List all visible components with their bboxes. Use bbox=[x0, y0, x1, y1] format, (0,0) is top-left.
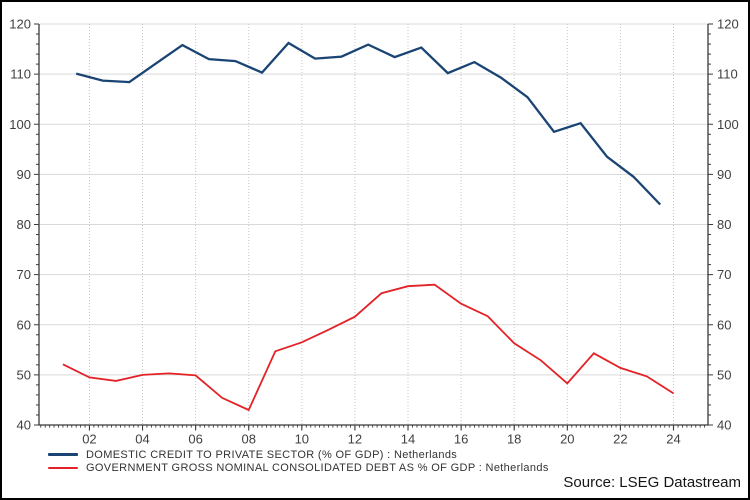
svg-text:04: 04 bbox=[135, 432, 149, 447]
source-note: Source: LSEG Datastream bbox=[563, 474, 741, 491]
svg-text:18: 18 bbox=[507, 432, 521, 447]
svg-text:100: 100 bbox=[717, 117, 739, 132]
svg-text:06: 06 bbox=[188, 432, 202, 447]
svg-text:14: 14 bbox=[401, 432, 415, 447]
svg-text:70: 70 bbox=[17, 267, 31, 282]
svg-text:16: 16 bbox=[454, 432, 468, 447]
svg-text:120: 120 bbox=[9, 17, 31, 32]
legend-item-government-debt: GOVERNMENT GROSS NOMINAL CONSOLIDATED DE… bbox=[48, 461, 549, 474]
svg-text:60: 60 bbox=[717, 317, 731, 332]
svg-text:120: 120 bbox=[717, 17, 739, 32]
svg-text:70: 70 bbox=[717, 267, 731, 282]
chart-legend: DOMESTIC CREDIT TO PRIVATE SECTOR (% OF … bbox=[48, 448, 549, 474]
legend-item-domestic-credit: DOMESTIC CREDIT TO PRIVATE SECTOR (% OF … bbox=[48, 448, 549, 461]
svg-text:20: 20 bbox=[560, 432, 574, 447]
axes bbox=[34, 23, 713, 431]
svg-text:40: 40 bbox=[717, 418, 731, 433]
gridlines bbox=[40, 23, 708, 425]
legend-label: GOVERNMENT GROSS NOMINAL CONSOLIDATED DE… bbox=[86, 461, 549, 474]
blue-line-swatch-icon bbox=[48, 453, 78, 456]
svg-text:60: 60 bbox=[17, 317, 31, 332]
svg-text:40: 40 bbox=[17, 418, 31, 433]
svg-text:110: 110 bbox=[717, 67, 738, 82]
svg-text:50: 50 bbox=[717, 367, 731, 382]
series-line-0 bbox=[75, 41, 662, 206]
svg-text:02: 02 bbox=[82, 432, 96, 447]
red-line-swatch-icon bbox=[48, 466, 78, 469]
axis-labels: 40 40 50 50 60 60 70 70 80 80 90 90 100 100 110 110 120 1… bbox=[9, 17, 738, 447]
svg-text:110: 110 bbox=[10, 67, 31, 82]
legend-label: DOMESTIC CREDIT TO PRIVATE SECTOR (% OF … bbox=[86, 448, 458, 461]
svg-text:80: 80 bbox=[717, 217, 731, 232]
svg-text:10: 10 bbox=[295, 432, 309, 447]
svg-text:24: 24 bbox=[666, 432, 680, 447]
svg-text:12: 12 bbox=[348, 432, 362, 447]
svg-text:80: 80 bbox=[17, 217, 31, 232]
series-line-1 bbox=[62, 283, 674, 412]
svg-text:08: 08 bbox=[241, 432, 255, 447]
svg-text:50: 50 bbox=[17, 367, 31, 382]
svg-text:90: 90 bbox=[17, 167, 31, 182]
svg-text:100: 100 bbox=[9, 117, 31, 132]
svg-text:90: 90 bbox=[717, 167, 731, 182]
svg-text:22: 22 bbox=[613, 432, 627, 447]
